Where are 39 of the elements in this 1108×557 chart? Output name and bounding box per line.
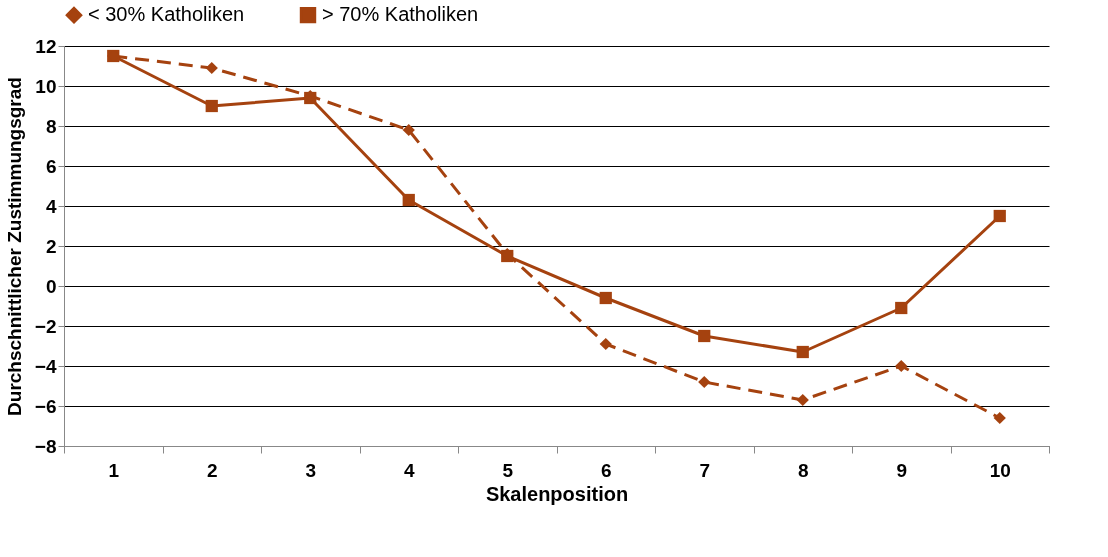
point [205, 61, 218, 75]
point [205, 99, 218, 113]
point [993, 411, 1006, 425]
x-axis-title: Skalenposition [485, 482, 629, 505]
x-tick-label: 1 [108, 459, 120, 481]
x-tick-label: 7 [699, 459, 711, 481]
point [895, 301, 908, 315]
point [599, 337, 612, 351]
y-axis-title: Durchschnittlicher Zustimmungsgrad [3, 77, 25, 416]
point [599, 291, 612, 305]
point [796, 345, 809, 359]
x-tick-label: 4 [403, 459, 415, 481]
y-tick-label: −8 [34, 435, 57, 457]
point [402, 193, 415, 207]
point [698, 329, 711, 343]
y-tick-label: 4 [45, 195, 57, 217]
y-tick-label: 2 [45, 235, 57, 257]
x-tick-label: 5 [502, 459, 514, 481]
point [698, 375, 711, 389]
point [993, 209, 1006, 223]
x-tick-label: 6 [600, 459, 612, 481]
x-tick-label: 3 [305, 459, 317, 481]
point [895, 359, 908, 373]
y-tick-label: −4 [34, 355, 57, 377]
y-tick-label: 12 [35, 35, 57, 57]
x-tick-label: 8 [797, 459, 809, 481]
point [796, 393, 809, 407]
legend-label: > 70% Katholiken [322, 3, 479, 26]
y-tick-label: −2 [34, 315, 57, 337]
y-tick-label: 6 [45, 155, 57, 177]
y-tick-label: 8 [45, 115, 57, 137]
y-tick-label: −6 [34, 395, 57, 417]
x-tick-label: 2 [206, 459, 218, 481]
x-tick-label: 10 [989, 459, 1011, 481]
legend-label: < 30% Katholiken [88, 3, 245, 26]
y-tick-label: 0 [45, 275, 57, 297]
point [402, 123, 415, 137]
y-tick-label: 10 [35, 75, 57, 97]
x-tick-label: 9 [896, 459, 908, 481]
